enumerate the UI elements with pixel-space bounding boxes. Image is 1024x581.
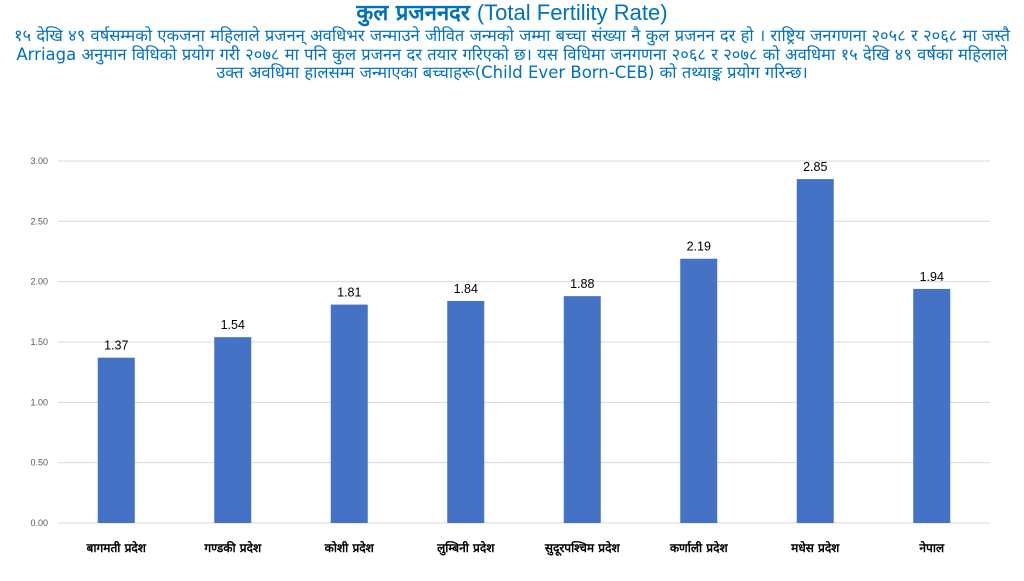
bar xyxy=(796,179,834,523)
x-axis-categories: बागमती प्रदेश गण्डकी प्रदेश कोशी प्रदेश लुम… xyxy=(86,541,945,556)
data-label: 1.37 xyxy=(104,339,128,353)
data-label: 1.54 xyxy=(221,318,245,332)
category-label: बागमती प्रदेश xyxy=(86,541,147,555)
y-tick-label: 2.50 xyxy=(30,216,48,226)
bar xyxy=(330,304,368,523)
bar xyxy=(563,296,601,523)
y-tick-label: 0.00 xyxy=(30,518,48,528)
bar xyxy=(447,300,485,523)
data-label: 1.88 xyxy=(570,277,594,291)
title-nepali: कुल प्रजननदर xyxy=(356,1,470,26)
chart-title: कुल प्रजननदर (Total Fertility Rate) xyxy=(0,0,1024,27)
category-label: कोशी प्रदेश xyxy=(324,541,375,555)
data-label: 2.19 xyxy=(687,240,711,254)
y-tick-label: 2.00 xyxy=(30,277,48,287)
chart-header: कुल प्रजननदर (Total Fertility Rate) १५ द… xyxy=(0,0,1024,83)
bar xyxy=(680,258,718,523)
category-label: कर्णाली प्रदेश xyxy=(669,541,729,555)
category-label: सुदूरपश्चिम प्रदेश xyxy=(544,541,621,556)
y-tick-label: 0.50 xyxy=(30,458,48,468)
y-tick-label: 3.00 xyxy=(30,156,48,166)
bar xyxy=(97,357,135,523)
data-label: 1.81 xyxy=(337,286,361,300)
data-label: 1.84 xyxy=(454,282,478,296)
grid-lines xyxy=(58,160,990,524)
y-tick-label: 1.50 xyxy=(30,337,48,347)
y-axis-ticks: 0.00 0.50 1.00 1.50 2.00 2.50 3.00 xyxy=(30,156,48,528)
chart-description: १५ देखि ४९ वर्षसम्मको एकजना महिलाले प्रज… xyxy=(13,26,1011,82)
category-label: नेपाल xyxy=(918,541,945,555)
bars xyxy=(97,179,951,523)
bar xyxy=(214,337,252,523)
data-label: 1.94 xyxy=(920,270,944,284)
data-labels: 1.37 1.54 1.81 1.84 1.88 2.19 2.85 1.94 xyxy=(104,160,944,353)
category-label: गण्डकी प्रदेश xyxy=(203,541,262,555)
category-label: लुम्बिनी प्रदेश xyxy=(436,541,495,556)
title-english: (Total Fertility Rate) xyxy=(476,0,668,25)
y-tick-label: 1.00 xyxy=(30,397,48,407)
data-label: 2.85 xyxy=(803,160,827,174)
category-label: मधेस प्रदेश xyxy=(790,541,840,555)
bar xyxy=(913,288,951,523)
